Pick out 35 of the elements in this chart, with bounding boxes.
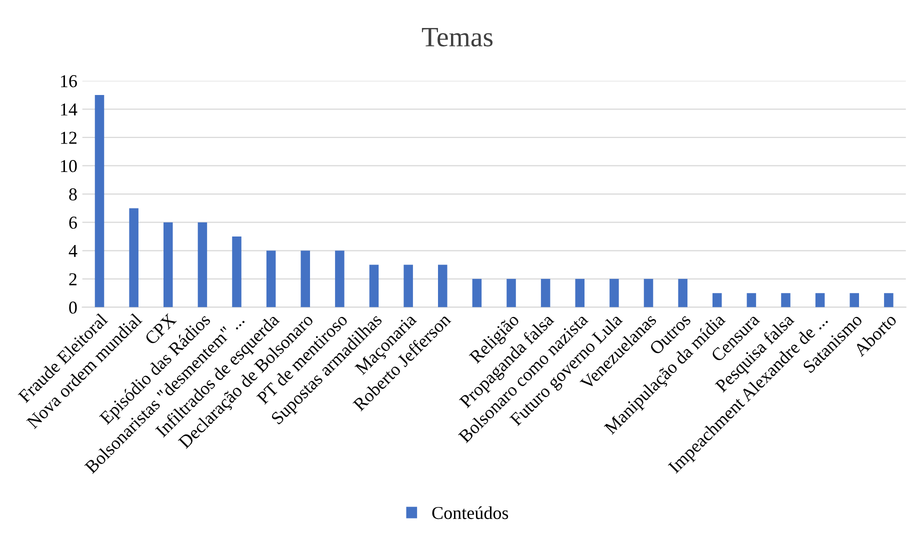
bar [232,236,242,308]
y-tick-label: 14 [61,103,78,116]
bar [266,250,276,308]
bar [94,95,104,308]
y-tick-label: 4 [68,245,78,257]
bar [369,264,379,308]
y-tick-label: 16 [61,75,77,88]
bar [678,278,688,308]
y-tick-label: 0 [69,301,77,314]
bar [610,278,619,308]
bar [540,278,550,308]
bar [335,250,344,308]
bar [506,278,516,308]
bar [404,264,413,308]
bar [746,293,756,308]
bar [300,250,310,308]
chart-title: Temas [422,28,493,46]
y-tick-label: 10 [61,160,77,172]
y-tick-label: 6 [69,216,77,229]
bar [472,278,482,308]
bar [884,293,894,308]
bar [644,278,654,308]
y-tick-label: 12 [61,132,76,144]
bar [575,278,585,308]
bar [198,222,208,308]
bar [815,293,825,308]
bar [781,293,790,308]
y-tick-label: 2 [69,273,76,286]
bar [712,293,722,308]
bar [129,208,138,308]
y-tick-label: 8 [69,188,77,200]
legend-label: Conteúdos [432,506,508,520]
bar [438,264,448,308]
bar [164,222,173,308]
bar [850,293,860,308]
